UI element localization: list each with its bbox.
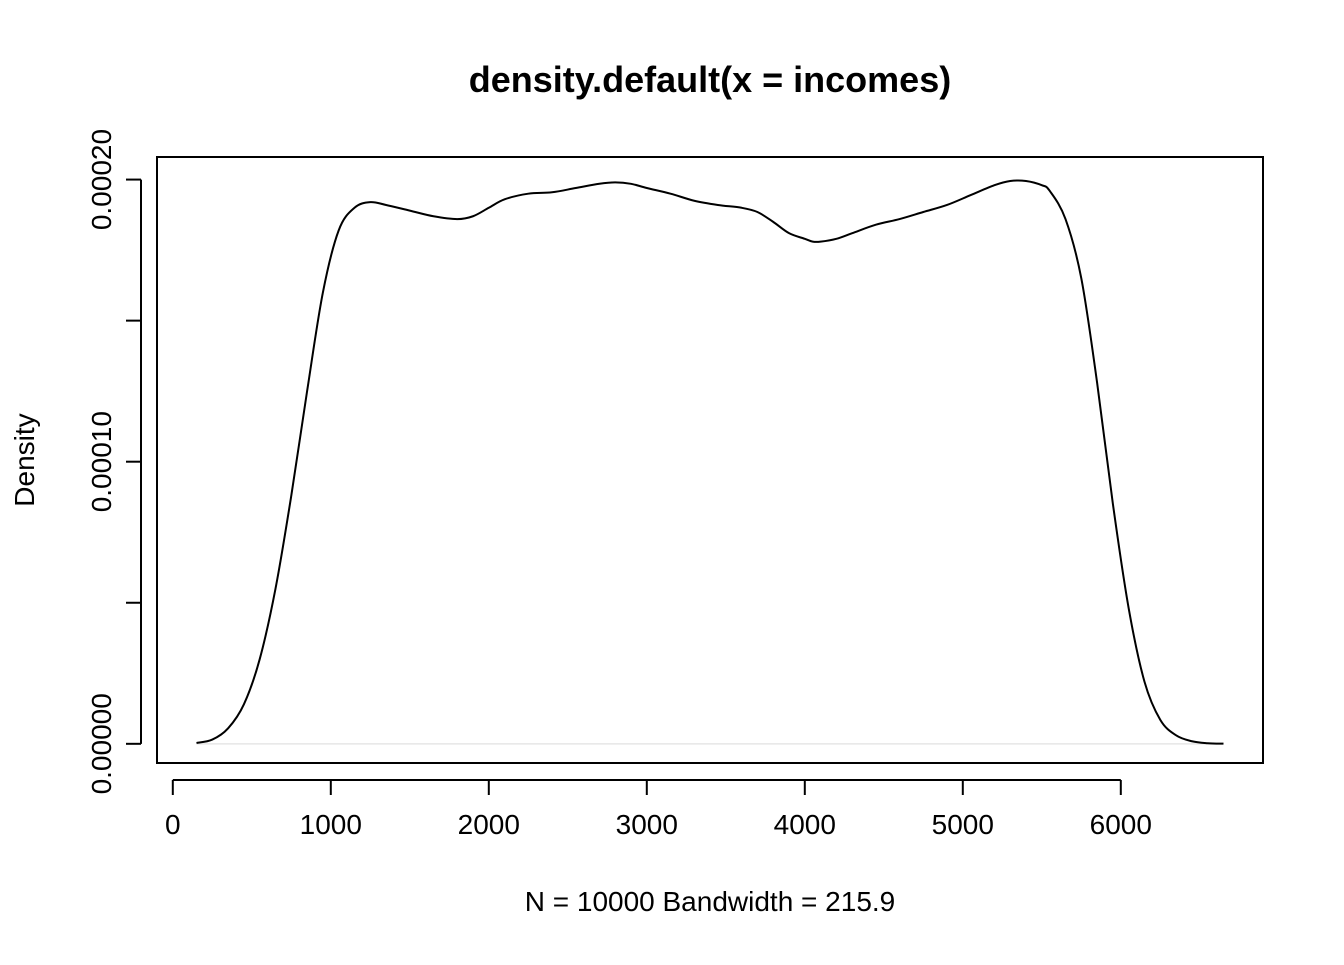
x-axis: 0 1000 2000 3000 4000 5000 6000 [165,779,1152,840]
x-tick-label: 5000 [932,809,994,840]
y-tick-label: 0.00000 [86,693,117,794]
chart-title: density.default(x = incomes) [469,59,951,100]
x-tick-label: 0 [165,809,181,840]
y-axis: 0.00000 0.00010 0.00020 [86,129,142,794]
density-curve [196,179,1224,745]
x-tick-label: 2000 [458,809,520,840]
density-curve-layer [196,179,1224,745]
x-tick-label: 1000 [300,809,362,840]
x-tick-label: 3000 [616,809,678,840]
y-tick-label: 0.00010 [86,411,117,512]
x-tick-label: 6000 [1090,809,1152,840]
y-axis-label: Density [9,413,40,506]
plot-frame [156,156,1264,764]
y-tick-label: 0.00020 [86,129,117,230]
x-tick-label: 4000 [774,809,836,840]
x-axis-label: N = 10000 Bandwidth = 215.9 [525,886,896,917]
